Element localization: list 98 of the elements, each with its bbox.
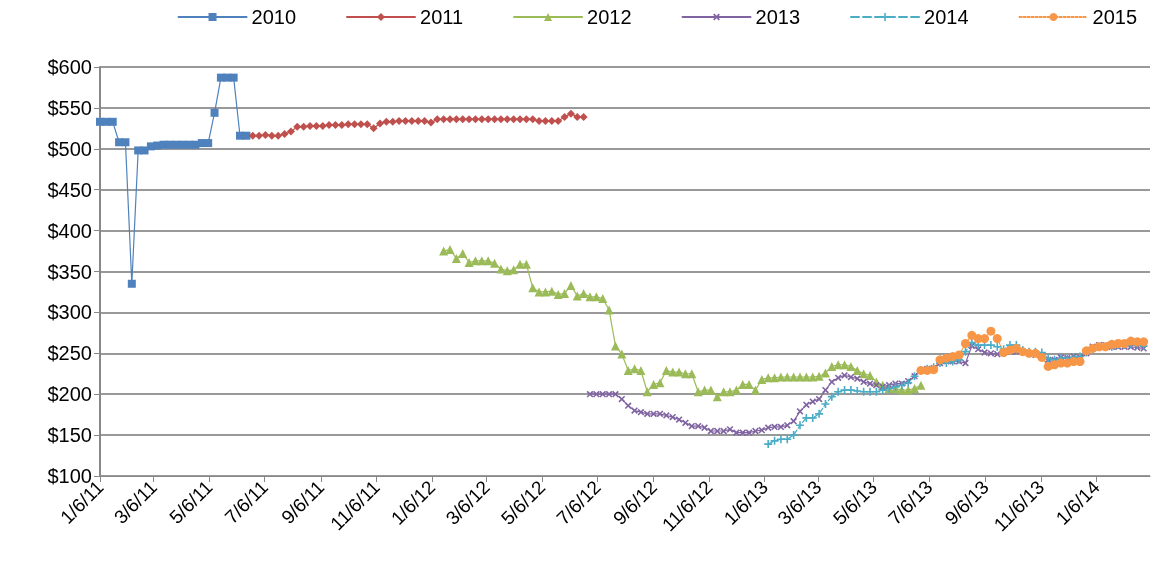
point [293,122,302,131]
point [878,386,887,395]
point [318,121,327,130]
point [490,115,499,124]
point [993,342,1002,351]
y-tick-label: $250 [47,342,92,365]
y-tick-label: $500 [47,137,92,160]
point [363,120,372,129]
point [452,115,461,124]
point [783,435,792,444]
point [554,116,563,125]
y-tick-label: $550 [47,96,92,119]
point [280,130,289,139]
point [509,115,518,124]
point [477,115,486,124]
point [967,330,977,340]
point [541,116,550,125]
legend-label: 2013 [755,6,801,28]
point [388,117,397,126]
point [248,131,257,140]
point [407,116,416,125]
point [274,131,283,140]
point [337,121,346,130]
legend-label: 2011 [420,6,464,28]
point [821,400,830,409]
point [286,127,295,136]
y-tick-label: $600 [47,56,92,78]
point [121,138,130,147]
point [242,131,251,140]
point [350,120,359,129]
point [834,387,843,396]
legend-label: 2015 [1092,6,1138,28]
point [446,115,454,124]
point [204,139,213,148]
point [108,117,117,126]
point [382,117,391,126]
point [573,112,582,121]
point [312,121,321,130]
y-tick-label: $200 [47,383,92,406]
point [872,387,881,396]
point [255,131,264,140]
point [376,119,384,128]
point [306,121,314,130]
point [356,120,365,129]
point [503,115,512,124]
point [261,130,270,139]
point [344,120,353,129]
point [229,73,238,82]
point [960,338,970,348]
point [458,115,467,124]
point [1139,337,1149,347]
point [522,115,531,124]
point [484,115,493,124]
point [465,115,474,124]
y-tick-label: $450 [47,178,92,201]
y-tick-label: $400 [47,219,92,242]
legend-label: 2012 [587,6,632,28]
point [853,386,862,395]
point [815,409,824,418]
point [401,116,410,125]
point [528,115,537,124]
point [433,115,442,124]
point [579,112,588,121]
point [808,413,817,422]
point [796,421,804,430]
point [770,436,779,445]
point [516,115,524,124]
point [496,115,505,124]
point [331,121,340,130]
point [191,140,200,149]
point [566,109,575,118]
point [1075,356,1085,366]
point [439,115,448,124]
legend-label: 2014 [924,6,969,28]
point [986,341,995,350]
point [827,392,836,401]
point [992,334,1002,344]
point [560,112,569,121]
point [299,122,308,131]
point [986,326,996,336]
point [954,350,964,360]
y-tick-label: $350 [47,260,92,283]
y-tick-label: $300 [47,301,92,324]
point [369,124,378,133]
point [980,334,990,344]
point [267,131,276,140]
point [426,118,435,127]
point [420,116,429,125]
point [547,116,556,125]
point [127,279,136,288]
y-tick-label: $150 [47,424,92,447]
point [846,386,855,395]
point [210,108,219,117]
point [789,431,798,440]
point [471,115,480,124]
point [414,116,423,125]
legend-label: 2010 [251,6,297,28]
point [764,440,773,449]
